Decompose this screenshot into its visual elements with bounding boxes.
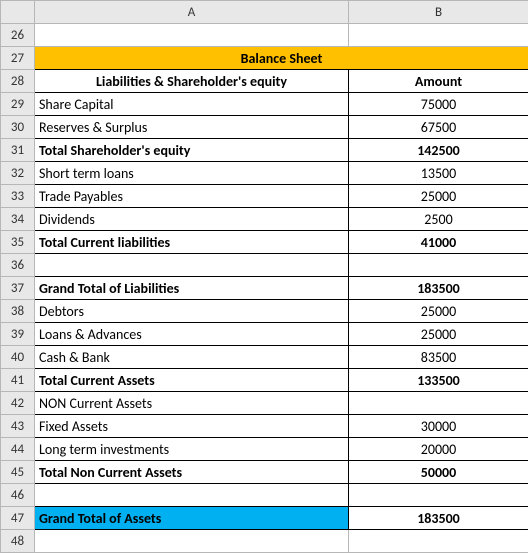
value-cash-bank[interactable]: 83500 xyxy=(349,346,528,369)
cell-blank[interactable] xyxy=(35,254,349,277)
label-total-equity[interactable]: Total Shareholder's equity xyxy=(35,139,349,162)
label-long-term-inv[interactable]: Long term investments xyxy=(35,438,349,461)
row-43: 43 Fixed Assets 30000 xyxy=(1,415,528,438)
cell[interactable] xyxy=(349,530,528,553)
row-35: 35 Total Current liabilities 41000 xyxy=(1,231,528,254)
label-grand-total-assets[interactable]: Grand Total of Assets xyxy=(35,507,349,530)
row-header[interactable]: 36 xyxy=(1,254,35,277)
value-grand-total-liab[interactable]: 183500 xyxy=(349,277,528,300)
row-39: 39 Loans & Advances 25000 xyxy=(1,323,528,346)
row-46: 46 xyxy=(1,484,528,507)
row-36: 36 xyxy=(1,254,528,277)
row-44: 44 Long term investments 20000 xyxy=(1,438,528,461)
label-trade-payables[interactable]: Trade Payables xyxy=(35,185,349,208)
value-total-cur-assets[interactable]: 133500 xyxy=(349,369,528,392)
value-grand-total-assets[interactable]: 183500 xyxy=(349,507,528,530)
spreadsheet[interactable]: A B 26 27 Balance Sheet 28 Liabilities &… xyxy=(0,0,528,553)
label-total-cur-assets[interactable]: Total Current Assets xyxy=(35,369,349,392)
row-header[interactable]: 41 xyxy=(1,369,35,392)
col-header-a[interactable]: A xyxy=(35,1,349,24)
row-header[interactable]: 46 xyxy=(1,484,35,507)
label-fixed-assets[interactable]: Fixed Assets xyxy=(35,415,349,438)
label-share-capital[interactable]: Share Capital xyxy=(35,93,349,116)
row-header[interactable]: 30 xyxy=(1,116,35,139)
cell[interactable] xyxy=(35,530,349,553)
value-trade-payables[interactable]: 25000 xyxy=(349,185,528,208)
corner-cell xyxy=(1,1,35,24)
value-reserves[interactable]: 67500 xyxy=(349,116,528,139)
row-header[interactable]: 29 xyxy=(1,93,35,116)
row-header[interactable]: 43 xyxy=(1,415,35,438)
header-amount[interactable]: Amount xyxy=(349,70,528,93)
row-header[interactable]: 48 xyxy=(1,530,35,553)
balance-sheet-title[interactable]: Balance Sheet xyxy=(35,47,528,70)
row-38: 38 Debtors 25000 xyxy=(1,300,528,323)
value-long-term-inv[interactable]: 20000 xyxy=(349,438,528,461)
label-reserves[interactable]: Reserves & Surplus xyxy=(35,116,349,139)
label-grand-total-liab[interactable]: Grand Total of Liabilities xyxy=(35,277,349,300)
value-debtors[interactable]: 25000 xyxy=(349,300,528,323)
row-45: 45 Total Non Current Assets 50000 xyxy=(1,461,528,484)
row-header[interactable]: 37 xyxy=(1,277,35,300)
value-dividends[interactable]: 2500 xyxy=(349,208,528,231)
value-total-equity[interactable]: 142500 xyxy=(349,139,528,162)
label-cash-bank[interactable]: Cash & Bank xyxy=(35,346,349,369)
row-32: 32 Short term loans 13500 xyxy=(1,162,528,185)
label-dividends[interactable]: Dividends xyxy=(35,208,349,231)
cell[interactable] xyxy=(35,24,349,47)
row-41: 41 Total Current Assets 133500 xyxy=(1,369,528,392)
row-42: 42 NON Current Assets xyxy=(1,392,528,415)
label-debtors[interactable]: Debtors xyxy=(35,300,349,323)
row-header[interactable]: 27 xyxy=(1,47,35,70)
row-header[interactable]: 42 xyxy=(1,392,35,415)
row-48: 48 xyxy=(1,530,528,553)
row-header[interactable]: 47 xyxy=(1,507,35,530)
value-share-capital[interactable]: 75000 xyxy=(349,93,528,116)
row-header[interactable]: 38 xyxy=(1,300,35,323)
value-non-cur-assets[interactable] xyxy=(349,392,528,415)
row-header[interactable]: 44 xyxy=(1,438,35,461)
label-total-cur-liab[interactable]: Total Current liabilities xyxy=(35,231,349,254)
row-header[interactable]: 33 xyxy=(1,185,35,208)
value-short-loans[interactable]: 13500 xyxy=(349,162,528,185)
value-fixed-assets[interactable]: 30000 xyxy=(349,415,528,438)
row-header[interactable]: 34 xyxy=(1,208,35,231)
cell-blank[interactable] xyxy=(349,484,528,507)
row-header[interactable]: 31 xyxy=(1,139,35,162)
col-header-b[interactable]: B xyxy=(349,1,528,24)
row-header[interactable]: 35 xyxy=(1,231,35,254)
row-31: 31 Total Shareholder's equity 142500 xyxy=(1,139,528,162)
row-37: 37 Grand Total of Liabilities 183500 xyxy=(1,277,528,300)
value-loans-adv[interactable]: 25000 xyxy=(349,323,528,346)
row-27: 27 Balance Sheet xyxy=(1,47,528,70)
row-28: 28 Liabilities & Shareholder's equity Am… xyxy=(1,70,528,93)
label-short-loans[interactable]: Short term loans xyxy=(35,162,349,185)
row-header[interactable]: 26 xyxy=(1,24,35,47)
cell-blank[interactable] xyxy=(35,484,349,507)
row-29: 29 Share Capital 75000 xyxy=(1,93,528,116)
row-header[interactable]: 40 xyxy=(1,346,35,369)
row-header[interactable]: 28 xyxy=(1,70,35,93)
row-47: 47 Grand Total of Assets 183500 xyxy=(1,507,528,530)
row-30: 30 Reserves & Surplus 67500 xyxy=(1,116,528,139)
cell[interactable] xyxy=(349,24,528,47)
value-total-non-cur-assets[interactable]: 50000 xyxy=(349,461,528,484)
row-26: 26 xyxy=(1,24,528,47)
row-header[interactable]: 39 xyxy=(1,323,35,346)
row-34: 34 Dividends 2500 xyxy=(1,208,528,231)
row-header[interactable]: 45 xyxy=(1,461,35,484)
value-total-cur-liab[interactable]: 41000 xyxy=(349,231,528,254)
row-33: 33 Trade Payables 25000 xyxy=(1,185,528,208)
label-loans-adv[interactable]: Loans & Advances xyxy=(35,323,349,346)
cell-blank[interactable] xyxy=(349,254,528,277)
label-non-cur-assets[interactable]: NON Current Assets xyxy=(35,392,349,415)
row-40: 40 Cash & Bank 83500 xyxy=(1,346,528,369)
header-liabilities[interactable]: Liabilities & Shareholder's equity xyxy=(35,70,349,93)
column-header-row: A B xyxy=(1,1,528,24)
label-total-non-cur-assets[interactable]: Total Non Current Assets xyxy=(35,461,349,484)
row-header[interactable]: 32 xyxy=(1,162,35,185)
